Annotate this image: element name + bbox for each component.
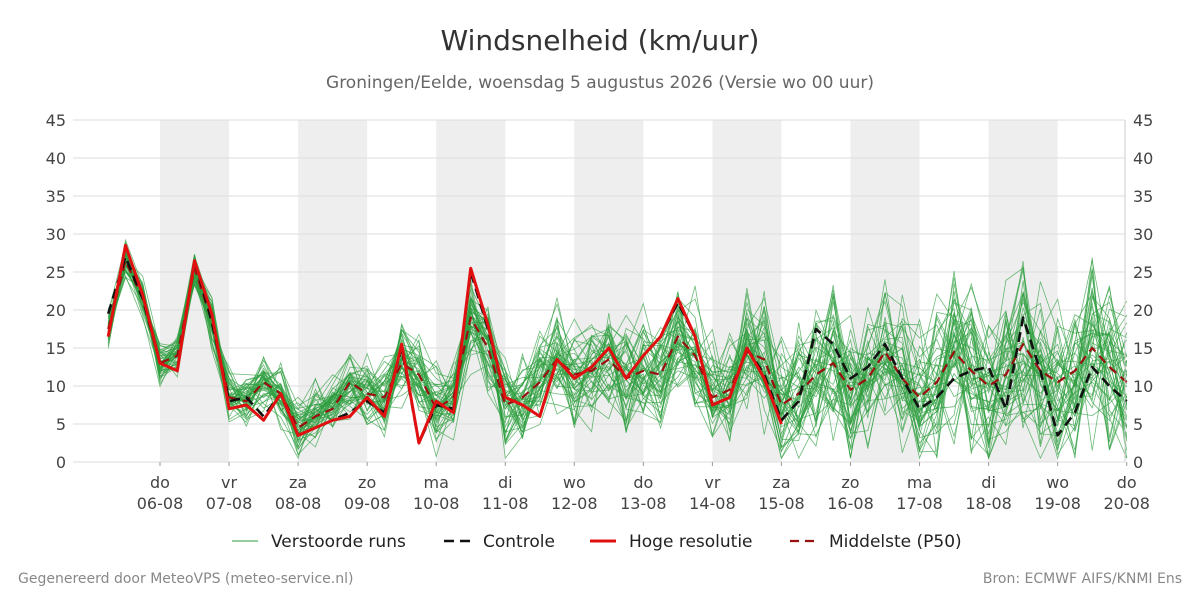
y-tick-right-30: 30 xyxy=(1133,225,1153,244)
footer-generator: Gegenereerd door MeteoVPS (meteo-service… xyxy=(18,571,354,587)
x-tick-weekday-4: zo xyxy=(358,473,376,492)
series-line-high-res xyxy=(106,243,783,445)
x-tick-date-9: 14-08 xyxy=(689,494,736,513)
y-tick-right-45: 45 xyxy=(1133,111,1153,130)
x-tick-date-14: 19-08 xyxy=(1034,494,1081,513)
x-tick-date-12: 17-08 xyxy=(896,494,943,513)
x-tick-weekday-14: wo xyxy=(1046,473,1069,492)
y-tick-right-5: 5 xyxy=(1133,415,1143,434)
y-tick-left-5: 5 xyxy=(56,415,66,434)
x-tick-date-6: 11-08 xyxy=(482,494,529,513)
x-tick-weekday-10: za xyxy=(772,473,790,492)
chart-subtitle: Groningen/Eelde, woensdag 5 augustus 202… xyxy=(326,73,874,93)
shade-band-3 xyxy=(574,120,644,462)
y-tick-right-15: 15 xyxy=(1133,339,1153,358)
y-tick-left-35: 35 xyxy=(46,187,66,206)
y-tick-right-0: 0 xyxy=(1133,453,1143,472)
x-tick-date-8: 13-08 xyxy=(620,494,667,513)
main-series xyxy=(106,243,1128,445)
x-tick-weekday-11: zo xyxy=(841,473,859,492)
y-tick-left-10: 10 xyxy=(46,377,66,396)
y-tick-left-40: 40 xyxy=(46,149,66,168)
legend-label-control: Controle xyxy=(483,532,555,552)
chart-title: Windsnelheid (km/uur) xyxy=(440,24,760,57)
y-tick-right-10: 10 xyxy=(1133,377,1153,396)
x-tick-date-1: 06-08 xyxy=(137,494,184,513)
y-tick-right-40: 40 xyxy=(1133,149,1153,168)
y-tick-left-30: 30 xyxy=(46,225,66,244)
x-tick-date-13: 18-08 xyxy=(965,494,1012,513)
y-tick-right-25: 25 xyxy=(1133,263,1153,282)
x-tick-weekday-6: di xyxy=(498,473,513,492)
legend-label-high-res: Hoge resolutie xyxy=(629,532,753,552)
legend: Verstoorde runs Controle Hoge resolutie Mid… xyxy=(232,532,962,552)
x-tick-date-5: 10-08 xyxy=(413,494,460,513)
axes: 0 0 5 5 10 10 15 15 20 20 25 25 30 30 35 35 40 40 45 45 do 06… xyxy=(46,111,1154,513)
y-tick-left-45: 45 xyxy=(46,111,66,130)
y-tick-left-20: 20 xyxy=(46,301,66,320)
x-tick-weekday-9: vr xyxy=(704,473,720,492)
y-tick-left-15: 15 xyxy=(46,339,66,358)
x-tick-date-3: 08-08 xyxy=(275,494,322,513)
x-tick-date-15: 20-08 xyxy=(1103,494,1150,513)
y-tick-left-0: 0 xyxy=(56,453,66,472)
y-tick-left-25: 25 xyxy=(46,263,66,282)
x-tick-weekday-8: do xyxy=(633,473,653,492)
x-tick-date-11: 16-08 xyxy=(827,494,874,513)
shade-band-0 xyxy=(160,120,230,462)
x-tick-weekday-13: di xyxy=(981,473,996,492)
x-tick-weekday-5: ma xyxy=(424,473,449,492)
x-tick-weekday-15: do xyxy=(1117,473,1137,492)
x-tick-weekday-3: za xyxy=(289,473,307,492)
y-tick-right-35: 35 xyxy=(1133,187,1153,206)
x-tick-weekday-12: ma xyxy=(907,473,932,492)
x-tick-weekday-7: wo xyxy=(563,473,586,492)
ensemble-run-50 xyxy=(107,254,1128,441)
legend-label-median: Middelste (P50) xyxy=(829,532,962,552)
x-tick-weekday-1: do xyxy=(150,473,170,492)
footer-source: Bron: ECMWF AIFS/KNMI Ens xyxy=(982,571,1182,587)
ensemble-run-48 xyxy=(107,262,1128,459)
ensemble-run-47 xyxy=(107,259,1128,449)
x-tick-weekday-2: vr xyxy=(221,473,237,492)
legend-label-ensemble: Verstoorde runs xyxy=(271,532,406,552)
x-tick-date-2: 07-08 xyxy=(206,494,253,513)
ensemble-run-22 xyxy=(107,261,1128,460)
y-tick-right-20: 20 xyxy=(1133,301,1153,320)
x-tick-date-7: 12-08 xyxy=(551,494,598,513)
shade-band-6 xyxy=(988,120,1058,462)
x-tick-date-4: 09-08 xyxy=(344,494,391,513)
series-line-median xyxy=(107,259,1128,429)
ensemble-run-37 xyxy=(107,255,1128,460)
x-tick-date-10: 15-08 xyxy=(758,494,805,513)
